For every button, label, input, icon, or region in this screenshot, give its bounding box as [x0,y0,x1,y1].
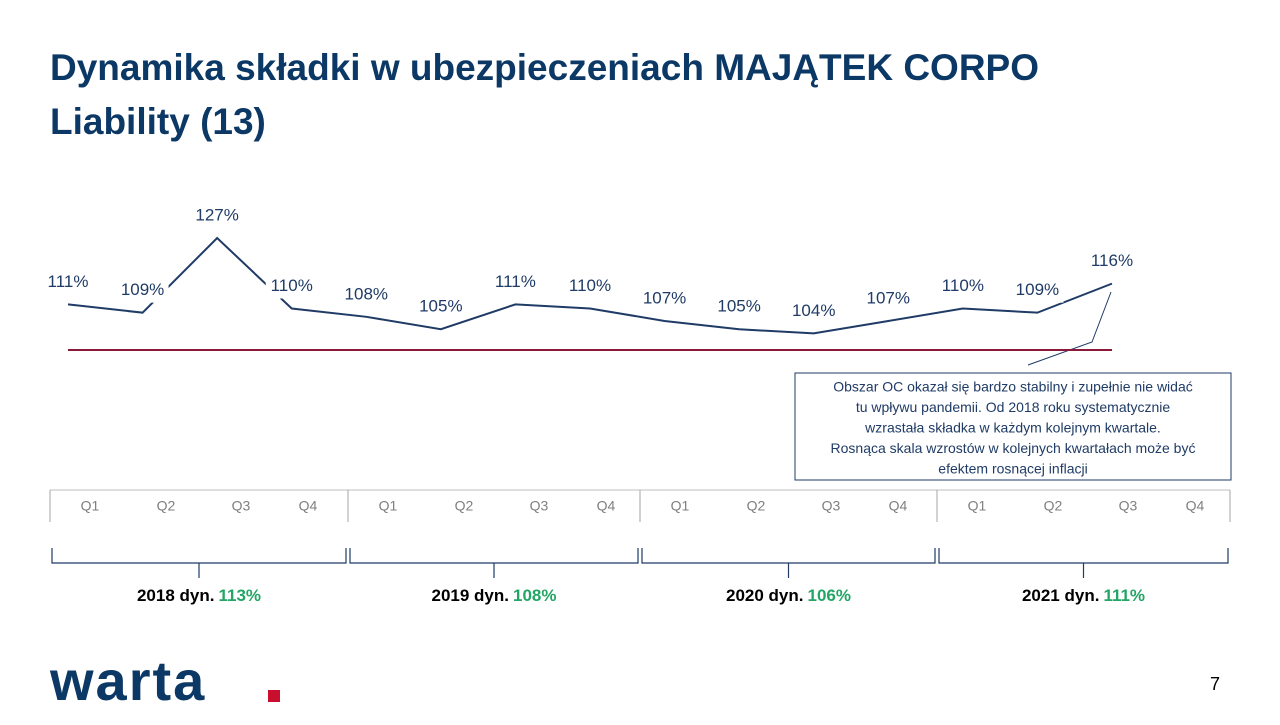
title: Dynamika składki w ubezpieczeniach MAJĄT… [50,47,1039,142]
label-bg [414,297,467,320]
quarter-label: Q3 [822,498,841,514]
label-bg [936,276,989,299]
year-name: 2020 dyn. [726,586,804,605]
label-bg [1085,251,1138,274]
label-bg [489,272,542,295]
label-bg [42,272,94,295]
logo-dot [268,690,280,702]
quarter-label: Q3 [530,498,549,514]
data-label: 110% [942,276,984,295]
label-bg [116,280,169,303]
label-bg [340,284,393,307]
label-bg [191,206,244,228]
quarter-label: Q1 [968,498,987,514]
year-dynamic: 108% [513,586,556,605]
year-dynamic: 111% [1103,586,1145,605]
logo: warta [49,649,206,712]
annotation-text: tu wpływu pandemii. Od 2018 roku systema… [856,399,1171,415]
year-dynamic: 113% [218,586,261,605]
quarter-label: Q3 [232,498,251,514]
quarter-label: Q1 [671,498,690,514]
year-bracket [641,548,936,578]
annotation-frame [794,372,1232,481]
data-label: 107% [643,288,686,307]
data-label: 105% [717,297,760,316]
year-bracket [349,548,639,578]
page-number: 7 [1210,674,1220,694]
data-label: 110% [271,276,313,295]
quarter-label: Q4 [597,498,616,514]
quarter-label: Q4 [889,498,908,514]
year-label: 2020 dyn. 106% [726,586,851,605]
quarter-label: Q2 [1044,498,1063,514]
quarter-label: Q2 [455,498,474,514]
year-label: 2018 dyn. 113% [137,586,261,605]
data-label: 116% [1091,251,1133,270]
annotation-box [794,291,1232,481]
quarter-label: Q1 [379,498,398,514]
data-label: 109% [121,280,164,299]
year-bracket [51,548,347,578]
data-label: 109% [1016,280,1059,299]
label-bg [713,297,766,320]
data-label: 105% [419,297,462,316]
annotation-text: wzrastała składka w każdym kolejnym kwar… [864,420,1161,436]
data-label: 127% [195,205,238,224]
label-bg [563,276,616,299]
annotation-text: Rosnąca skala wzrostów w kolejnych kwart… [831,440,1196,456]
year-name: 2021 dyn. [1022,586,1100,605]
year-label: 2019 dyn. 108% [432,586,557,605]
label-bg [862,288,915,311]
label-bg [1011,280,1064,303]
data-label: 107% [867,288,910,307]
quarter-label: Q4 [299,498,318,514]
label-bg [638,288,691,311]
data-label: 111% [495,272,536,291]
data-line [67,236,1113,335]
quarter-label: Q3 [1119,498,1138,514]
year-label: 2021 dyn. 111% [1022,586,1145,605]
data-label: 104% [792,301,835,320]
label-bg [265,276,318,299]
data-label: 111% [48,272,89,291]
quarter-label: Q2 [157,498,176,514]
data-label: 110% [569,276,611,295]
quarter-label: Q2 [747,498,766,514]
annotation-text: Obszar OC okazał się bardzo stabilny i z… [833,379,1193,395]
connector [1027,291,1112,366]
annotation-text: efektem rosnącej inflacji [938,461,1087,477]
year-dynamic: 106% [808,586,851,605]
year-name: 2018 dyn. [137,586,215,605]
year-name: 2019 dyn. [432,586,510,605]
data-label: 108% [345,284,388,303]
quarter-label: Q1 [81,498,100,514]
quarter-label: Q4 [1186,498,1205,514]
label-bg [787,301,840,324]
year-bracket [938,548,1229,578]
